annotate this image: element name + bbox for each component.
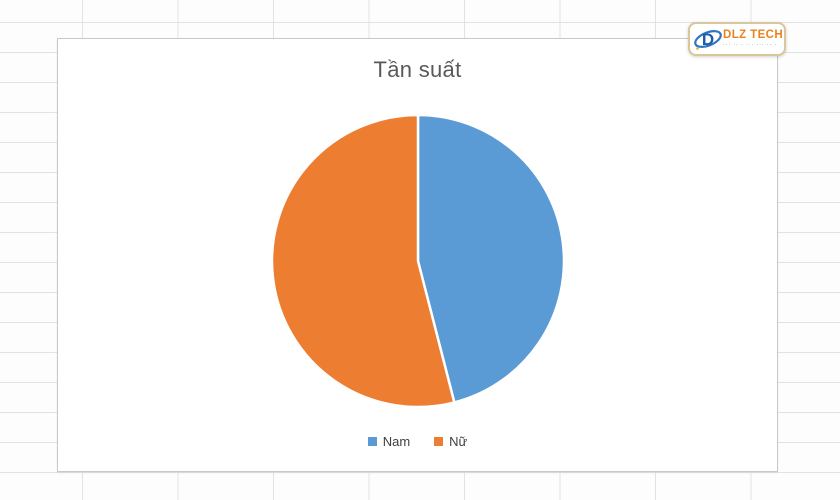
legend-swatch-icon	[434, 437, 444, 446]
pie-chart-svg[interactable]	[268, 111, 568, 411]
pie-chart-object[interactable]: Tần suất Nam Nữ	[57, 38, 778, 472]
svg-text:D: D	[702, 30, 714, 49]
chart-title[interactable]: Tần suất	[373, 57, 462, 82]
legend-label: Nữ	[449, 434, 468, 449]
legend-swatch-icon	[367, 437, 377, 446]
pie-slice-nam[interactable]	[416, 113, 566, 404]
watermark-logo: D DLZ TECH ··· ·· · ··· ··· ·· ·	[688, 22, 786, 56]
brand-tagline: ··· ·· · ··· ··· ·· ·	[723, 43, 778, 49]
pie-slice-nữ[interactable]	[270, 113, 456, 409]
legend-label: Nam	[382, 434, 411, 449]
brand-name: DLZ TECH	[723, 28, 784, 41]
dlz-globe-icon: D	[693, 25, 723, 53]
legend-item-nam[interactable]: Nam	[367, 434, 411, 449]
pie-plot-area[interactable]	[268, 111, 568, 411]
chart-legend[interactable]: Nam Nữ	[58, 434, 777, 449]
legend-item-nữ[interactable]: Nữ	[434, 434, 467, 449]
